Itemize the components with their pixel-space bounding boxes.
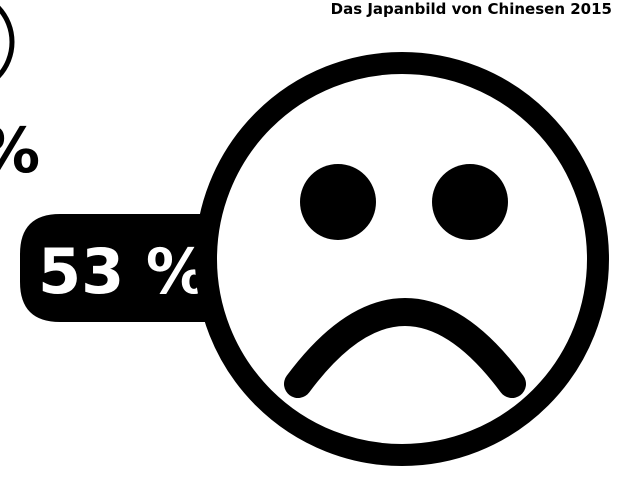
- face: [195, 52, 609, 466]
- cut-face: [0, 5, 15, 79]
- left-eye: [300, 164, 376, 240]
- cut-label: %: [0, 114, 40, 187]
- frown: [284, 298, 526, 398]
- label-box: [20, 214, 230, 322]
- title: Das Japanbild von Chinesen 2015: [331, 0, 612, 18]
- value-label: 53 %: [38, 235, 208, 308]
- right-eye: [432, 164, 508, 240]
